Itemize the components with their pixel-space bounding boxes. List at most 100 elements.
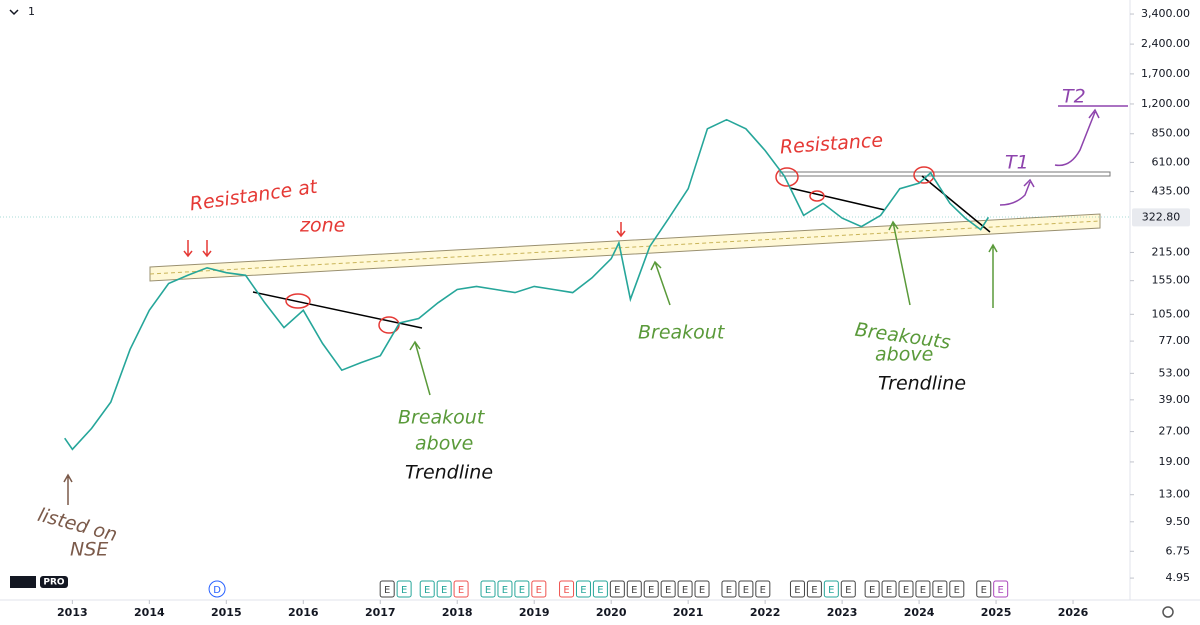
y-tick-label: 215.00: [1152, 245, 1191, 258]
event-badge: [453, 580, 469, 598]
annotation: Breakout: [398, 407, 486, 429]
target-marks: [999, 105, 1128, 206]
x-tick-label: 2020: [596, 606, 627, 619]
last-price-box: [1132, 208, 1190, 227]
y-tick-label: 6.75: [1166, 544, 1191, 557]
annotation: Breakout: [638, 322, 726, 344]
event-label: E: [845, 585, 851, 596]
x-tick-label: 2026: [1058, 606, 1089, 619]
event-label: E: [682, 585, 688, 596]
event-badge: [592, 580, 608, 598]
y-tick-label: 1,200.00: [1141, 97, 1190, 110]
event-badge: [932, 580, 948, 598]
event-label: E: [920, 585, 926, 596]
event-badge: [915, 580, 931, 598]
event-label: E: [519, 585, 525, 596]
event-badge: [660, 580, 676, 598]
event-badge: [721, 580, 737, 598]
y-tick-label: 9.50: [1166, 515, 1191, 528]
annotation: above: [875, 344, 933, 366]
settings-icon[interactable]: [1162, 606, 1174, 618]
event-label: E: [485, 585, 491, 596]
y-tick-label: 19.00: [1159, 455, 1191, 468]
event-badge: [881, 580, 897, 598]
event-label: E: [886, 585, 892, 596]
support-zone: [149, 213, 1101, 282]
event-badge: [677, 580, 693, 598]
event-label: E: [903, 585, 909, 596]
event-label: E: [954, 585, 960, 596]
event-label: E: [614, 585, 620, 596]
trendline: [789, 187, 886, 211]
event-label: E: [937, 585, 943, 596]
event-label: E: [699, 585, 705, 596]
listing-arrow: [63, 473, 73, 505]
event-badge: [898, 580, 914, 598]
event-label: E: [998, 585, 1004, 596]
trendline: [252, 291, 423, 329]
y-tick-label: 77.00: [1159, 334, 1191, 347]
event-badge: [755, 580, 771, 598]
y-tick-label: 850.00: [1152, 127, 1191, 140]
event-label: E: [828, 585, 834, 596]
event-badge: [789, 580, 805, 598]
event-label: E: [580, 585, 586, 596]
x-tick-label: 2019: [519, 606, 550, 619]
logo-badge-bg: [40, 576, 68, 588]
event-label: D: [213, 585, 221, 596]
y-tick-label: 105.00: [1152, 307, 1191, 320]
last-price-label: 322.80: [1142, 210, 1181, 223]
event-badge: [626, 580, 642, 598]
event-badge: [379, 580, 395, 598]
event-badge: [514, 580, 530, 598]
y-tick-label: 610.00: [1152, 155, 1191, 168]
event-badge: [396, 580, 412, 598]
event-label: E: [502, 585, 508, 596]
zone-midline: [149, 220, 1101, 275]
y-tick-label: 27.00: [1159, 425, 1191, 438]
y-tick-label: 3,400.00: [1141, 7, 1190, 20]
event-label: E: [869, 585, 875, 596]
event-badge: [559, 580, 575, 598]
event-label: E: [743, 585, 749, 596]
logo-badge: PRO: [43, 578, 65, 588]
y-tick-label: 1,700.00: [1141, 67, 1190, 80]
y-tick-label: 53.00: [1159, 366, 1191, 379]
event-label: E: [811, 585, 817, 596]
event-label: E: [424, 585, 430, 596]
y-tick-label: 13.00: [1159, 488, 1191, 501]
event-label: E: [981, 585, 987, 596]
annotation: T1: [1005, 152, 1029, 174]
trendline: [921, 175, 991, 233]
event-badge: [436, 580, 452, 598]
resistance-zone: [779, 171, 1111, 177]
x-tick-label: 2023: [827, 606, 858, 619]
x-tick-label: 2025: [981, 606, 1012, 619]
event-badge: [840, 580, 856, 598]
event-label: E: [794, 585, 800, 596]
red-arrows: [183, 222, 626, 258]
annotation: Trendline: [878, 373, 966, 395]
price-line: [64, 118, 990, 451]
y-tick-label: 4.95: [1166, 571, 1191, 584]
event-badge: [497, 580, 513, 598]
x-tick-label: 2016: [288, 606, 319, 619]
event-badge: [949, 580, 965, 598]
event-label: E: [631, 585, 637, 596]
interval-label[interactable]: 1: [28, 5, 35, 18]
event-badge: [609, 580, 625, 598]
annotation: zone: [299, 215, 345, 237]
dropdown-icon[interactable]: [9, 9, 19, 16]
event-label: E: [401, 585, 407, 596]
y-tick-label: 39.00: [1159, 393, 1191, 406]
event-label: E: [536, 585, 542, 596]
event-label: E: [563, 585, 569, 596]
event-badge: [823, 580, 839, 598]
event-label: E: [458, 585, 464, 596]
x-tick-label: 2017: [365, 606, 396, 619]
event-label: E: [597, 585, 603, 596]
annotation: NSE: [70, 539, 108, 561]
event-badge: [976, 580, 992, 598]
event-label: E: [648, 585, 654, 596]
